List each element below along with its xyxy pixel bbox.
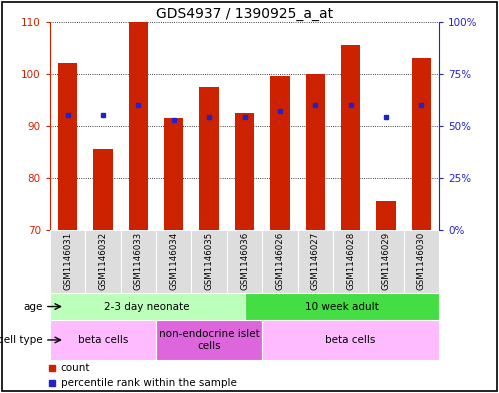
Bar (341, 45, 360, 230)
Bar (333, 230, 368, 293)
Bar (93, 149, 113, 230)
Bar (404, 230, 439, 293)
Bar (121, 230, 156, 293)
Text: GSM1146029: GSM1146029 (382, 232, 391, 290)
Bar (227, 230, 262, 293)
Text: GSM1146036: GSM1146036 (240, 232, 249, 290)
Bar (50, 320, 156, 360)
Bar (262, 320, 439, 360)
Text: GSM1146035: GSM1146035 (205, 232, 214, 290)
Text: beta cells: beta cells (78, 335, 128, 345)
Text: GSM1146034: GSM1146034 (169, 232, 178, 290)
Text: GSM1146033: GSM1146033 (134, 232, 143, 290)
Bar (262, 230, 297, 293)
Bar (376, 201, 396, 230)
Bar (156, 230, 192, 293)
Bar (85, 230, 121, 293)
Title: GDS4937 / 1390925_a_at: GDS4937 / 1390925_a_at (156, 7, 333, 20)
Bar (50, 293, 245, 320)
Text: age: age (23, 301, 42, 312)
Text: percentile rank within the sample: percentile rank within the sample (60, 378, 237, 388)
Text: 2-3 day neonate: 2-3 day neonate (104, 301, 190, 312)
Bar (156, 320, 262, 360)
Text: count: count (60, 364, 90, 373)
Text: GSM1146027: GSM1146027 (311, 232, 320, 290)
Bar (164, 118, 184, 230)
Text: cell type: cell type (0, 335, 42, 345)
Text: GSM1146030: GSM1146030 (417, 232, 426, 290)
Text: GSM1146026: GSM1146026 (275, 232, 284, 290)
Bar (305, 73, 325, 230)
Bar (129, 22, 148, 230)
Bar (368, 230, 404, 293)
Bar (235, 113, 254, 230)
Bar (50, 230, 85, 293)
Text: non-endocrine islet
cells: non-endocrine islet cells (159, 329, 259, 351)
Bar (297, 230, 333, 293)
Bar (200, 87, 219, 230)
Bar (192, 230, 227, 293)
Text: beta cells: beta cells (325, 335, 376, 345)
Bar (412, 58, 431, 230)
Text: 10 week adult: 10 week adult (305, 301, 379, 312)
Bar (270, 76, 289, 230)
Bar (58, 63, 77, 230)
Text: GSM1146032: GSM1146032 (98, 232, 107, 290)
Text: GSM1146028: GSM1146028 (346, 232, 355, 290)
Bar (245, 293, 439, 320)
Text: GSM1146031: GSM1146031 (63, 232, 72, 290)
